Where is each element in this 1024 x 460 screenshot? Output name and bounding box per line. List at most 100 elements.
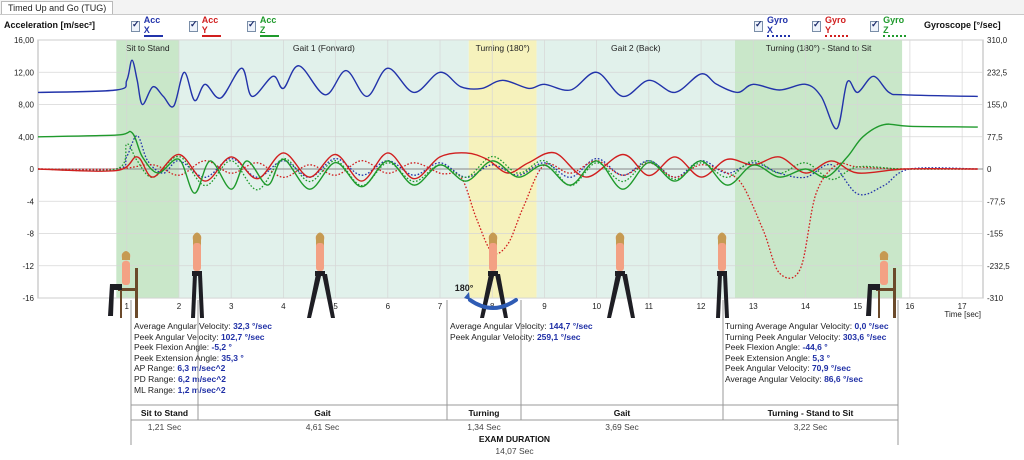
legend-gyro-x-toggle[interactable]: Gyro X [754,15,791,37]
turn-arrow-head-icon [464,292,470,300]
stat-value: 32,3 °/sec [233,321,272,331]
right-axis-title: Gyroscope [°/sec] [924,20,1001,30]
y-tick-label-left: -12 [22,262,34,271]
legend-acc-y-toggle[interactable]: Acc Y [189,15,221,37]
y-tick-label-left: -4 [27,197,35,206]
figure-walking-1 [307,232,335,318]
stat-row: PD Range: 6,2 m/sec^2 [134,374,272,385]
stat-value: 102,7 °/sec [220,331,265,342]
stat-value: 303,6 °/sec [842,331,887,342]
y-tick-label-right: 155,0 [987,101,1008,110]
checkbox-icon[interactable] [812,19,822,32]
stats-turn-to-sit: Turning Average Angular Velocity: 0,0 °/… [725,321,889,385]
x-tick-label: 9 [542,302,547,311]
stat-value: 86,6 °/sec [824,373,863,384]
y-tick-label-left: 12,00 [14,68,35,77]
y-tick-label-right: 77,5 [987,133,1003,142]
stat-value: -44,6 ° [802,342,828,353]
y-tick-label-left: 0 [30,165,35,174]
stat-row: ML Range: 1,2 m/sec^2 [134,385,272,396]
x-tick-label: 10 [592,302,601,311]
stat-row: Peek Angular Velocity: 102,7 °/sec [134,332,272,343]
stat-value: 5,3 ° [812,352,830,363]
figure-standing-2 [716,232,729,318]
stat-value: 6,2 m/sec^2 [177,373,226,384]
legend-acc-z-toggle[interactable]: Acc Z [247,15,279,37]
x-tick-label: 11 [645,302,654,311]
stat-row: Average Angular Velocity: 32,3 °/sec [134,321,272,332]
legend-acc-x-toggle[interactable]: Acc X [131,15,163,37]
stat-label: Peek Flexion Angle: [134,342,212,353]
y-tick-label-right: -77,5 [987,197,1006,206]
legend-gyro-y-toggle[interactable]: Gyro Y [812,15,849,37]
x-tick-label: 12 [697,302,706,311]
stat-row: Peek Angular Velocity: 259,1 °/sec [450,332,593,343]
x-tick-label: 4 [281,302,286,311]
series-acc-y [37,151,978,182]
summary-duration-turning: 1,34 Sec [467,422,501,432]
stat-value: -5,2 ° [211,342,232,353]
left-axis-title: Acceleration [m/sec²] [4,20,96,30]
legend-label: Gyro Z [883,15,907,37]
tug-chart: Sit to Stand Gait 1 (Forward) Turning (180… [14,36,1010,319]
x-tick-label: 5 [333,302,338,311]
tab-bar: Timed Up and Go (TUG) [0,0,1024,15]
x-tick-label: 1 [125,302,130,311]
summary-duration-turn-to-sit: 3,22 Sec [793,422,828,432]
x-tick-label: 7 [438,302,443,311]
summary-phase-gait-2: Gait [613,408,631,418]
stat-value: 70,9 °/sec [811,363,851,374]
stat-label: Turning Peek Angular Velocity: [725,331,843,342]
stat-label: Average Angular Velocity: [450,321,550,331]
stat-value: 35,3 ° [221,352,244,363]
y-tick-label-left: 4,00 [18,133,34,142]
stat-value: 0,0 °/sec [854,321,889,331]
y-tick-label-left: -8 [27,230,35,239]
x-tick-label: 2 [177,302,182,311]
figure-standing-1 [191,232,204,318]
figure-seated-start [108,251,138,318]
y-tick-label-right: 310,0 [987,36,1008,45]
y-tick-label-left: 16,00 [14,36,35,45]
stat-row: Average Angular Velocity: 86,6 °/sec [725,374,889,385]
stat-row: Turning Average Angular Velocity: 0,0 °/… [725,321,889,332]
checkbox-icon[interactable] [131,19,140,32]
y-tick-label-right: -310 [987,294,1004,303]
summary-duration-gait-1: 4,61 Sec [305,422,340,432]
x-tick-label: 16 [905,302,914,311]
summary-phase-gait-1: Gait [314,408,331,418]
legend-label: Acc Y [201,15,221,37]
stat-label: Peek Angular Velocity: [450,331,537,342]
y-tick-label-right: -155 [987,230,1004,239]
legend-gyro-z-toggle[interactable]: Gyro Z [870,15,907,37]
legend-label: Gyro Y [825,15,849,37]
turn-arrow-icon [468,298,518,310]
x-tick-label: 17 [958,302,967,311]
checkbox-icon[interactable] [754,19,764,32]
series-acc-x [37,59,978,130]
checkbox-icon[interactable] [247,19,256,32]
tab-tug[interactable]: Timed Up and Go (TUG) [1,1,114,14]
y-tick-label-left: 8,00 [18,101,34,110]
stat-label: Peek Angular Velocity: [725,363,812,374]
phase-band-label: Turning (180°) [476,43,530,53]
y-tick-label-left: -16 [22,294,34,303]
series-gyro-y [37,160,978,279]
phase-band-label: Turning (180°) - Stand to Sit [766,43,872,53]
summary-phase-turning: Turning [468,408,500,418]
stat-value: 1,2 m/sec^2 [177,384,226,395]
exam-duration-label: EXAM DURATION [478,434,551,444]
checkbox-icon[interactable] [870,19,880,32]
y-tick-label-right: -232,5 [987,262,1010,271]
exam-duration-value: 14,07 Sec [495,446,534,456]
checkbox-icon[interactable] [189,19,198,32]
x-tick-label: 15 [853,302,862,311]
x-tick-label: 3 [229,302,234,311]
stat-label: Average Angular Velocity: [134,321,234,331]
x-tick-label: 13 [749,302,758,311]
figure-walking-2 [607,232,635,318]
legend-label: Acc X [143,15,163,37]
y-tick-label-right: 0 [987,165,992,174]
x-tick-label: 14 [801,302,810,311]
series-gyro-z [37,143,978,191]
